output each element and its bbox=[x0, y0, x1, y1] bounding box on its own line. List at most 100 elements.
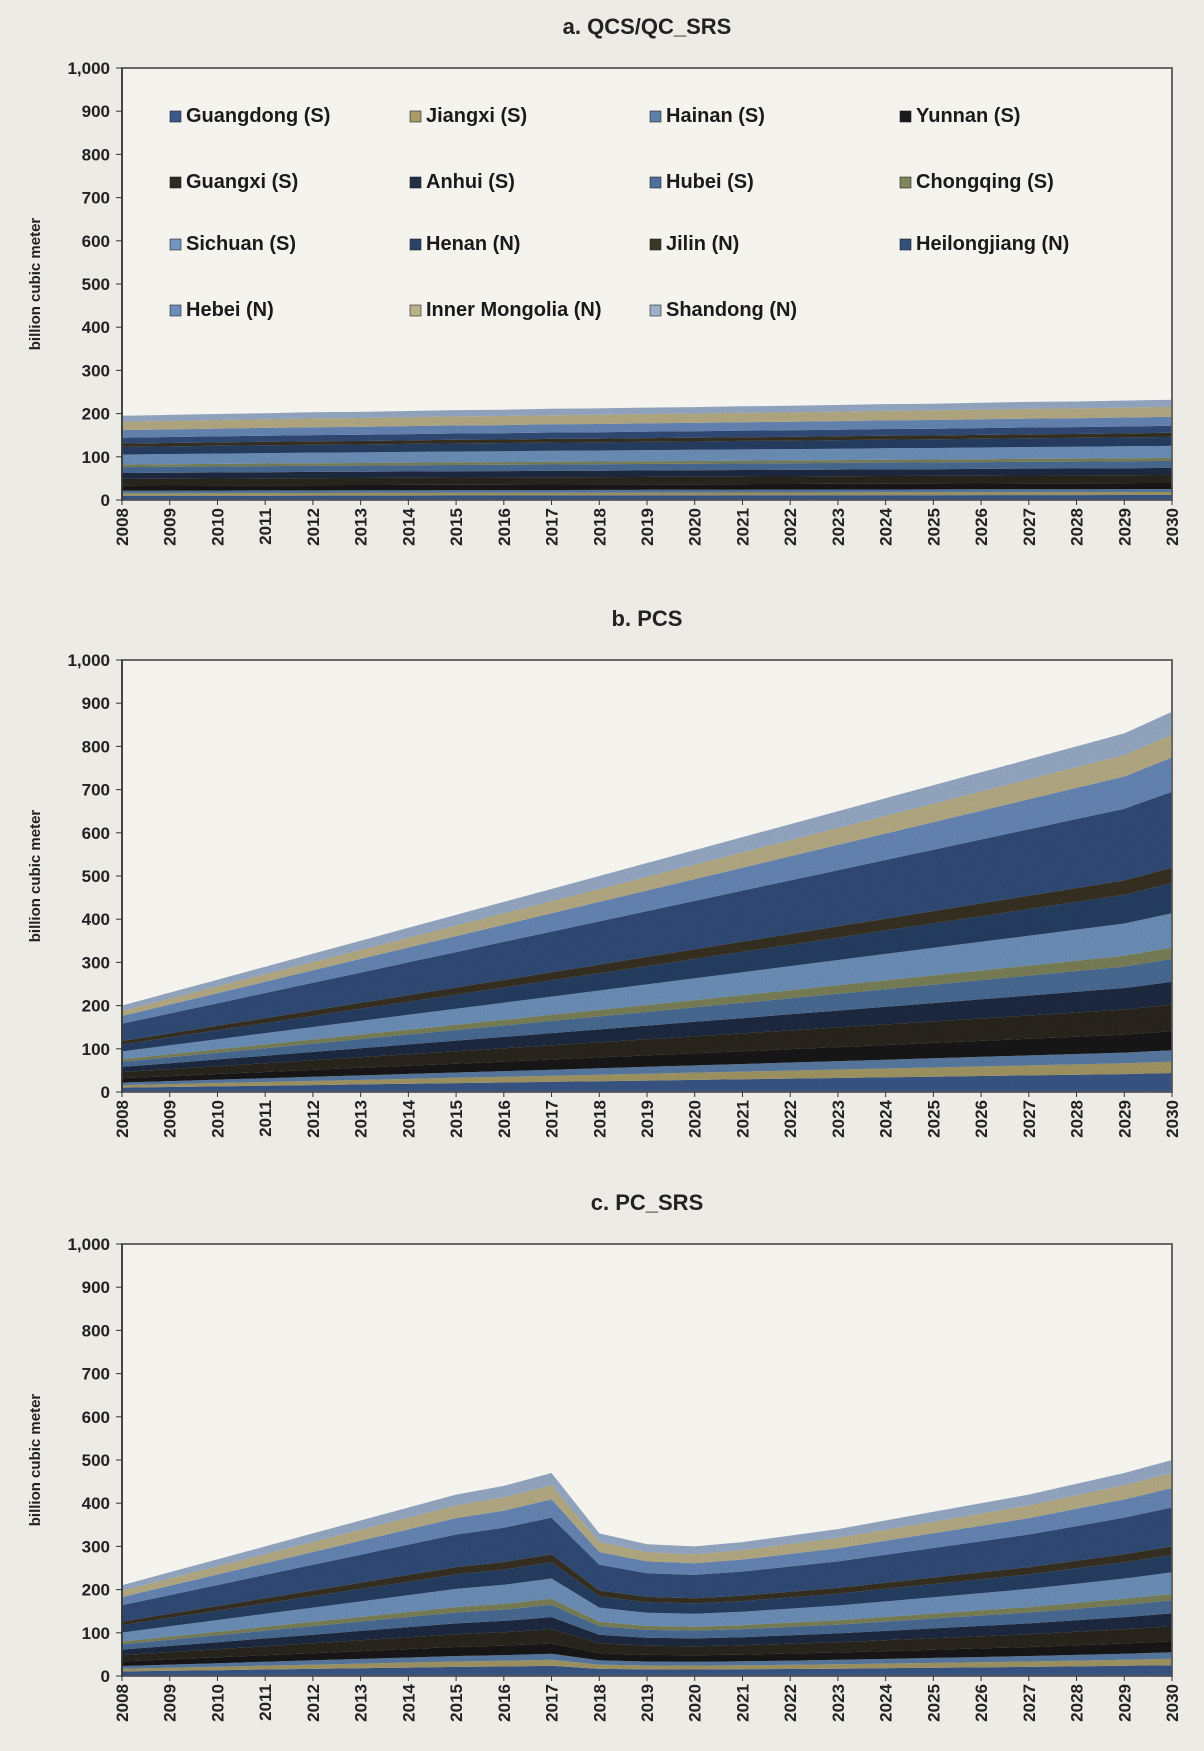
y-tick-label: 100 bbox=[82, 1624, 110, 1643]
x-tick-label: 2018 bbox=[590, 1684, 609, 1722]
y-tick-label: 300 bbox=[82, 1537, 110, 1556]
x-tick-label: 2028 bbox=[1068, 508, 1087, 546]
y-tick-label: 200 bbox=[82, 1581, 110, 1600]
legend-swatch bbox=[169, 238, 182, 251]
legend-swatch bbox=[409, 238, 422, 251]
x-tick-label: 2010 bbox=[208, 508, 227, 546]
x-tick-label: 2012 bbox=[304, 508, 323, 546]
x-tick-label: 2018 bbox=[590, 1100, 609, 1138]
area-series-heilongjiang-n bbox=[122, 791, 1172, 1041]
x-tick-label: 2020 bbox=[686, 1100, 705, 1138]
x-tick-label: 2029 bbox=[1115, 1100, 1134, 1138]
x-tick-label: 2012 bbox=[304, 1100, 323, 1138]
legend-label: Jilin (N) bbox=[666, 233, 739, 255]
x-tick-label: 2023 bbox=[829, 508, 848, 546]
x-tick-label: 2021 bbox=[733, 1684, 752, 1722]
legend-swatch bbox=[169, 110, 182, 123]
area-series-hainan-s bbox=[122, 1652, 1172, 1669]
x-tick-label: 2025 bbox=[924, 1100, 943, 1138]
x-tick-label: 2027 bbox=[1020, 1100, 1039, 1138]
legend-label: Shandong (N) bbox=[666, 299, 797, 321]
x-tick-label: 2027 bbox=[1020, 508, 1039, 546]
x-tick-label: 2026 bbox=[972, 1100, 991, 1138]
x-tick-label: 2026 bbox=[972, 508, 991, 546]
chart-c-svg: c. PC_SRS 0 100 200 300 400 500 600 700 800 900 1,0… bbox=[27, 1190, 1182, 1722]
x-tick-label: 2014 bbox=[399, 1099, 418, 1137]
area-series-inner-mongolia-n bbox=[122, 734, 1172, 1016]
x-tick-label: 2013 bbox=[352, 1684, 371, 1722]
legend-swatch bbox=[409, 110, 422, 123]
area-stack-a bbox=[122, 399, 1172, 500]
area-series-hubei-s bbox=[122, 958, 1172, 1067]
area-series-yunnan-s bbox=[122, 1641, 1172, 1666]
x-tick-label: 2010 bbox=[208, 1100, 227, 1138]
area-series-anhui-s bbox=[122, 1613, 1172, 1656]
x-tick-label: 2020 bbox=[686, 1684, 705, 1722]
y-tick-label: 200 bbox=[82, 405, 110, 424]
legend-swatch bbox=[169, 304, 182, 317]
x-tick-label: 2015 bbox=[447, 1684, 466, 1722]
x-tick-label: 2030 bbox=[1163, 1684, 1182, 1722]
x-tick-label: 2017 bbox=[543, 508, 562, 546]
x-tick-label: 2030 bbox=[1163, 508, 1182, 546]
legend-swatch bbox=[649, 238, 662, 251]
x-tick-label: 2015 bbox=[447, 1100, 466, 1138]
x-tick-label: 2022 bbox=[781, 1100, 800, 1138]
y-tick-label: 600 bbox=[82, 232, 110, 251]
x-tick-label: 2023 bbox=[829, 1100, 848, 1138]
area-series-anhui-s bbox=[122, 981, 1172, 1073]
y-tick-label: 700 bbox=[82, 189, 110, 208]
legend-label: Henan (N) bbox=[426, 233, 520, 255]
y-tick-label: 500 bbox=[82, 1451, 110, 1470]
area-series-henan-n bbox=[122, 436, 1172, 455]
x-tick-label: 2009 bbox=[161, 1684, 180, 1722]
area-series-hainan-s bbox=[122, 489, 1172, 494]
x-tick-label: 2014 bbox=[399, 507, 418, 545]
x-tick-label: 2016 bbox=[495, 1684, 514, 1722]
y-tick-label: 800 bbox=[82, 737, 110, 756]
area-series-jilin-n bbox=[122, 867, 1172, 1045]
x-tick-label: 2013 bbox=[352, 508, 371, 546]
area-series-anhui-s bbox=[122, 467, 1172, 479]
x-tick-label: 2026 bbox=[972, 1684, 991, 1722]
chart-title-b: b. PCS bbox=[612, 606, 683, 631]
y-tick-label: 100 bbox=[82, 448, 110, 467]
x-tick-label: 2022 bbox=[781, 1684, 800, 1722]
y-tick-label: 400 bbox=[82, 910, 110, 929]
legend-label: Jiangxi (S) bbox=[426, 105, 527, 127]
area-series-henan-n bbox=[122, 1555, 1172, 1633]
y-tick-label: 200 bbox=[82, 997, 110, 1016]
area-series-jiangxi-s bbox=[122, 1061, 1172, 1088]
area-series-guangxi-s bbox=[122, 1626, 1172, 1662]
x-tick-label: 2029 bbox=[1115, 1684, 1134, 1722]
x-tick-label: 2015 bbox=[447, 508, 466, 546]
x-tick-label: 2016 bbox=[495, 1100, 514, 1138]
area-series-hubei-s bbox=[122, 460, 1172, 473]
y-tick-label: 300 bbox=[82, 361, 110, 380]
legend-label: Guangdong (S) bbox=[186, 105, 330, 127]
x-tick-label: 2030 bbox=[1163, 1100, 1182, 1138]
y-tick-label: 600 bbox=[82, 1408, 110, 1427]
x-tick-label: 2011 bbox=[256, 1684, 275, 1721]
y-tick-label: 600 bbox=[82, 824, 110, 843]
y-tick-label: 400 bbox=[82, 318, 110, 337]
y-tick-label: 1,000 bbox=[67, 1235, 110, 1254]
y-tick-label: 900 bbox=[82, 102, 110, 121]
legend-swatch bbox=[409, 176, 422, 189]
area-series-guangdong-s bbox=[122, 1665, 1172, 1676]
legend-swatch bbox=[169, 176, 182, 189]
y-tick-label: 100 bbox=[82, 1040, 110, 1059]
x-tick-label: 2017 bbox=[543, 1684, 562, 1722]
area-series-jiangxi-s bbox=[122, 1658, 1172, 1672]
area-series-hubei-s bbox=[122, 1600, 1172, 1650]
x-tick-label: 2018 bbox=[590, 508, 609, 546]
legend-swatch bbox=[899, 110, 912, 123]
y-axis-label: billion cubic meter bbox=[27, 1394, 44, 1527]
x-tick-label: 2008 bbox=[113, 1100, 132, 1138]
x-tick-label: 2024 bbox=[877, 1099, 896, 1137]
chart-panel-b: b. PCS 0 100 200 300 400 500 600 700 800 900 1,000 b… bbox=[0, 590, 1204, 1150]
area-series-guangdong-s bbox=[122, 495, 1172, 500]
x-tick-label: 2028 bbox=[1068, 1100, 1087, 1138]
y-tick-label: 800 bbox=[82, 1321, 110, 1340]
x-tick-label: 2025 bbox=[924, 508, 943, 546]
